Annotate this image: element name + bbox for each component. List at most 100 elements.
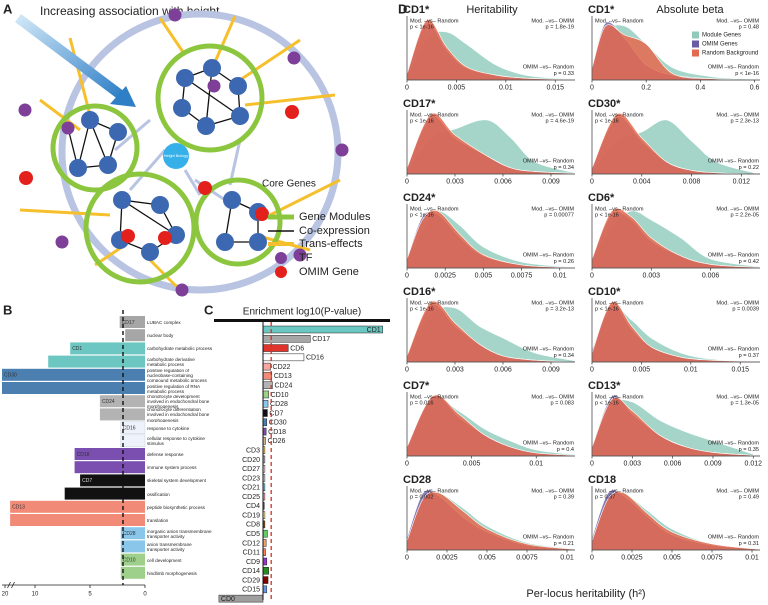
comparison-label: Mod. –vs– OMIM (531, 300, 574, 306)
trans-effect (68, 37, 92, 116)
legend-label: OMIM Genes (702, 42, 738, 48)
tf-node (168, 8, 182, 22)
gene-node (109, 123, 127, 141)
p-value: p = 0.31 (739, 541, 759, 547)
panel-title: CD17* (403, 98, 436, 110)
comparison-label: Mod. –vs– Random (410, 488, 459, 494)
x-tick-label: 0.01 (553, 272, 567, 279)
legend-swatch (275, 266, 287, 278)
panel-title: CD1* (403, 4, 430, 16)
panel-title: CD18 (588, 474, 616, 486)
panel-label: D (398, 1, 407, 16)
category-label: CD12 (242, 540, 260, 547)
x-tick-label: 0 (405, 460, 409, 467)
core-label: Core Genes (262, 179, 316, 190)
p-value: p = 0.0039 (732, 306, 759, 312)
p-value: p = 0.002 (410, 494, 433, 500)
density-area (406, 394, 576, 457)
x-tick-label: 0.4 (696, 84, 706, 91)
term-label: anion transmembrane transporter activity (147, 541, 192, 552)
co-expression (121, 199, 177, 236)
x-tick-label: 0.006 (494, 366, 512, 373)
p-value: p = 0.37 (739, 353, 759, 359)
term-box: nuclear body (147, 333, 173, 338)
category-label: CD14 (242, 568, 260, 575)
panel-label: B (3, 302, 12, 317)
term-label: defense response (147, 452, 184, 458)
term-label: ossification (147, 491, 170, 497)
category-label: CD30 (269, 420, 287, 427)
trans-effect (239, 38, 301, 82)
p-value: p = 3.2e-13 (546, 306, 574, 312)
term-label: cell development (147, 557, 182, 563)
cluster-label: CD24 (102, 399, 115, 405)
term-box: defense response (147, 452, 184, 458)
p-value: p < 1e-16 (410, 306, 434, 312)
density-area (591, 301, 751, 363)
column-title: Heritability (466, 4, 518, 16)
density-area (406, 112, 576, 175)
category-label: CD3 (246, 447, 260, 454)
height-biology (163, 143, 189, 169)
panel-label: C (204, 302, 214, 317)
category-label: CD11 (243, 550, 260, 557)
comparison-label: OMIM –vs– Random (708, 534, 760, 540)
x-tick-label: 0.005 (448, 84, 466, 91)
x-tick-label: 0 (405, 178, 409, 185)
x-axis-label: Per-locus heritability (h²) (526, 588, 645, 600)
x-tick-label: 0 (590, 554, 594, 561)
p-value: p = 0.37 (595, 494, 615, 500)
legend-swatch (692, 40, 699, 48)
comparison-label: Mod. –vs– Random (595, 112, 644, 118)
trans-effect (213, 15, 237, 63)
category-label: CD0 (221, 596, 235, 603)
x-tick-label: 0.0075 (511, 272, 533, 279)
cluster-label: CD7 (82, 478, 92, 484)
p-value: p < 1e-16 (595, 400, 619, 406)
category-label: CD25 (242, 494, 260, 501)
x-tick-label: 0 (405, 554, 409, 561)
x-tick-label: 0.2 (641, 84, 651, 91)
x-tick-label: 0 (405, 272, 409, 279)
omim-node (285, 105, 299, 119)
x-tick-label: 0 (590, 272, 594, 279)
panel-title: CD10* (588, 286, 621, 298)
p-value: p = 0.00077 (544, 212, 574, 218)
p-value: p < 1e-16 (595, 212, 619, 218)
bar (120, 540, 145, 553)
p-value: p < 1e-16 (735, 71, 759, 77)
bar (262, 409, 268, 417)
bar (262, 576, 269, 584)
legend-label: Module Genes (702, 33, 741, 39)
p-value: p < 1e-16 (595, 118, 619, 124)
p-value: p = 1.8e-19 (546, 24, 574, 30)
gene-node (113, 191, 131, 209)
chart-title: Enrichment log10(P-value) (243, 307, 361, 318)
category-label: CD23 (242, 475, 260, 482)
gene-module (155, 43, 265, 153)
category-label: CD1 (367, 327, 381, 334)
bar (262, 529, 268, 538)
category-label: CD9 (246, 559, 260, 566)
density-area (406, 300, 576, 363)
bar (119, 316, 145, 328)
x-tick-label: 0 (590, 460, 594, 467)
bar (120, 553, 145, 566)
gene-node (81, 111, 99, 129)
category-label: CD28 (270, 401, 288, 408)
comparison-label: Mod. –vs– Random (595, 488, 644, 494)
gene-node (176, 69, 194, 87)
x-tick-label: 0.01 (745, 554, 759, 561)
x-tick-label: 0.0075 (516, 554, 538, 561)
x-tick-label: 0.005 (475, 272, 493, 279)
co-expression (184, 77, 241, 117)
p-value: p = 2.2e-05 (731, 212, 759, 218)
term-box: cell development (147, 557, 182, 563)
x-tick-label: 0 (143, 592, 147, 598)
gene-node (197, 117, 215, 135)
category-label: CD20 (242, 457, 260, 464)
bar (120, 566, 145, 579)
term-box: carbohydrate metabolic process (147, 346, 212, 351)
